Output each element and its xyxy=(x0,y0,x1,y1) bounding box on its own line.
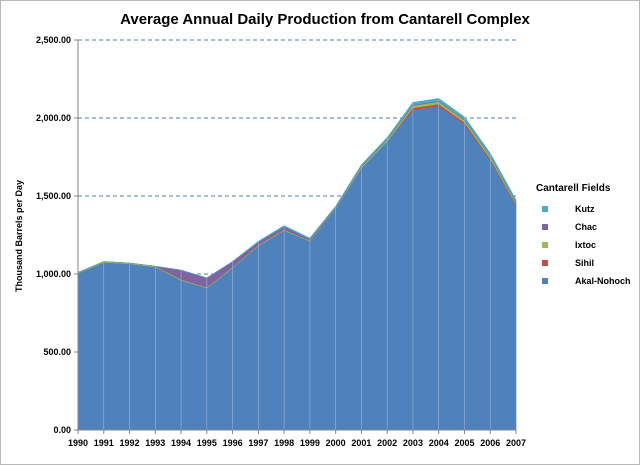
area-akal-nohoch xyxy=(77,105,517,431)
x-tick-label-2002: 2002 xyxy=(377,438,397,448)
x-tick-label-1997: 1997 xyxy=(248,438,268,448)
x-tick-label-1990: 1990 xyxy=(68,438,88,448)
year-lines xyxy=(103,98,491,430)
x-tick-label-1998: 1998 xyxy=(274,438,294,448)
x-tick-label-2001: 2001 xyxy=(351,438,371,448)
legend-swatch-ixtoc xyxy=(542,242,548,248)
x-tick-label-2003: 2003 xyxy=(403,438,423,448)
legend-swatch-akal-nohoch xyxy=(542,278,548,284)
x-tick-label-1999: 1999 xyxy=(300,438,320,448)
y-tick-label-5: 2,500.00 xyxy=(36,35,71,45)
x-tick-label-1993: 1993 xyxy=(145,438,165,448)
x-tick-labels: 1990 1991 1992 1993 1994 1995 1996 1997 1998 1999… xyxy=(68,438,526,448)
x-tick-label-1996: 1996 xyxy=(223,438,243,448)
y-tick-labels: 0.00 500.00 1,000.00 1,500.00 2,000.00 2,500.… xyxy=(36,35,71,435)
legend-title: Cantarell Fields xyxy=(536,183,611,194)
y-tick-label-2: 1,000.00 xyxy=(36,269,71,279)
legend-swatch-sihil xyxy=(542,260,548,266)
x-tick-label-1991: 1991 xyxy=(94,438,114,448)
x-tick-label-1994: 1994 xyxy=(171,438,191,448)
y-tick-label-3: 1,500.00 xyxy=(36,191,71,201)
y-tick-label-1: 500.00 xyxy=(43,347,71,357)
axes xyxy=(74,39,517,434)
x-tick-label-2006: 2006 xyxy=(480,438,500,448)
legend-label-ixtoc: Ixtoc xyxy=(575,240,596,250)
x-tick-label-2004: 2004 xyxy=(429,438,449,448)
legend-label-chac: Chac xyxy=(575,222,597,232)
x-tick-label-2000: 2000 xyxy=(326,438,346,448)
x-tick-label-2005: 2005 xyxy=(454,438,474,448)
area-series xyxy=(77,98,517,431)
y-tick-label-4: 2,000.00 xyxy=(36,113,71,123)
x-tick-label-1992: 1992 xyxy=(120,438,140,448)
legend-label-kutz: Kutz xyxy=(575,204,595,214)
x-tick-label-1995: 1995 xyxy=(197,438,217,448)
legend-swatch-kutz xyxy=(542,206,548,212)
chart-title: Average Annual Daily Production from Can… xyxy=(120,11,530,28)
legend-label-akal-nohoch: Akal-Nohoch xyxy=(575,276,631,286)
legend: Cantarell Fields Kutz Chac Ixtoc Sihil Akal-… xyxy=(536,183,631,286)
legend-swatch-chac xyxy=(542,224,548,230)
y-tick-label-0: 0.00 xyxy=(53,425,71,435)
area-kutz xyxy=(77,98,517,279)
x-tick-label-2007: 2007 xyxy=(506,438,526,448)
legend-label-sihil: Sihil xyxy=(575,258,594,268)
y-axis-label: Thousand Barrels per Day xyxy=(14,180,24,292)
